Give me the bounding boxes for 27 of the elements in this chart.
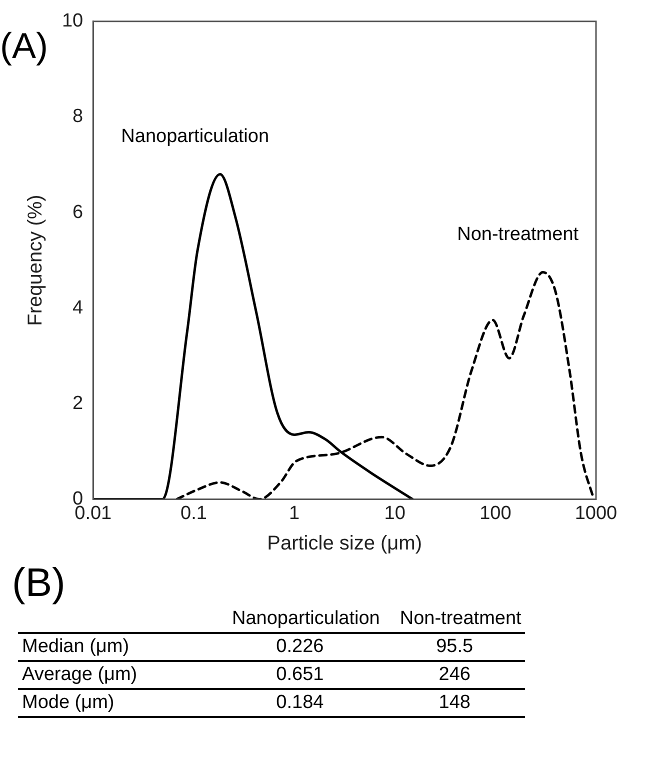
text: 0.184 xyxy=(276,692,324,713)
text: 246 xyxy=(438,664,470,685)
x-tick-label: 0.1 xyxy=(180,502,207,524)
category-label: Nanoparticulation xyxy=(231,607,381,631)
x-tick-label: 100 xyxy=(480,502,512,524)
text: Nanoparticulation xyxy=(121,126,270,148)
text: 0.651 xyxy=(276,664,324,685)
category-label: Average (μm) xyxy=(22,664,138,685)
y-tick-label: 2 xyxy=(72,392,84,414)
category-label: Median (μm) xyxy=(22,636,130,657)
x-axis-title: Particle size (μm) xyxy=(267,532,422,555)
x-tick-label: 1000 xyxy=(574,502,618,524)
y-tick-label: 10 xyxy=(62,10,84,32)
category-label: Mode (μm) xyxy=(22,692,114,713)
text: 148 xyxy=(438,692,470,713)
chart-title: (A) xyxy=(0,24,48,66)
y-tick-label: 6 xyxy=(72,202,84,223)
text: (B) xyxy=(12,560,66,606)
x-tick-label: 1 xyxy=(288,502,300,524)
text: Non-treatment xyxy=(457,224,580,245)
y-axis-title: Frequency (%) xyxy=(24,194,47,326)
text: 0.226 xyxy=(276,636,324,657)
y-tick-label: 8 xyxy=(72,106,84,128)
y-tick-label: 4 xyxy=(72,297,84,318)
category-label: Non-treatment xyxy=(398,607,522,631)
x-tick-label: 10 xyxy=(384,502,406,524)
text: 95.5 xyxy=(436,636,474,657)
